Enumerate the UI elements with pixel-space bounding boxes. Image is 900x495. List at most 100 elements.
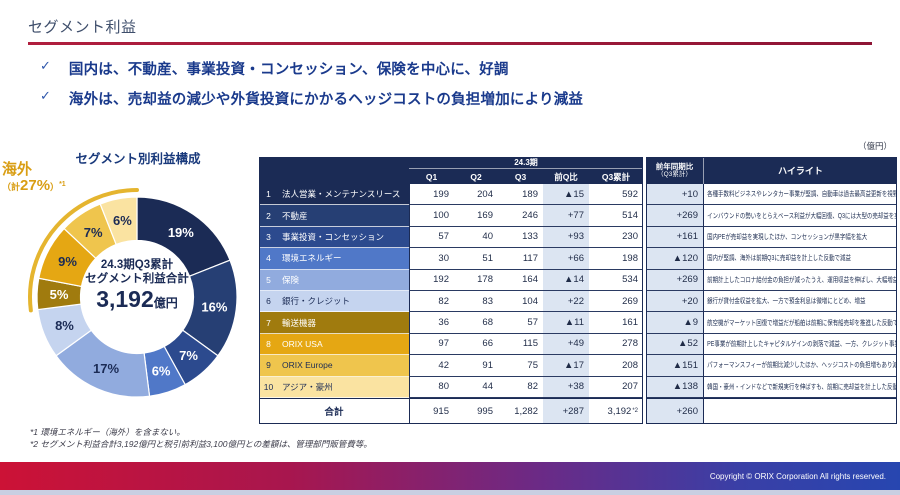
overseas-pct-line: （計27%）*1	[2, 177, 66, 194]
table-header-corner	[259, 157, 409, 184]
cell-q2: 51	[454, 248, 498, 270]
cell-q1: 57	[409, 226, 454, 249]
segment-donut-chart: 19% 16% 7% 6% 17% 8% 5% 9% 7% 6%	[28, 188, 238, 398]
cell-yoy: ▲120	[646, 248, 703, 270]
donut-slice-label: 16%	[201, 299, 227, 314]
cell-q3cum: 514	[589, 205, 643, 227]
table-unit-label: （億円）	[857, 141, 892, 151]
overseas-label: 海外 （計27%）*1	[2, 162, 66, 195]
segment-row-label: ORIX Europe	[278, 355, 409, 377]
cell-q1: 82	[409, 290, 454, 313]
table-header-Q3累計: Q3累計	[589, 169, 643, 184]
cell-q2: 204	[454, 184, 498, 206]
table-header-Q3: Q3	[498, 169, 543, 184]
cell-yoy: +20	[646, 290, 703, 313]
segment-table: 24.3期 Q1 Q2 Q3 前Q比 Q3累計 前年同期比 （Q3累計） ハイライト 1 法人営業・…	[259, 157, 897, 424]
row-number: 7	[259, 312, 278, 334]
donut-slice-label: 17%	[93, 361, 119, 376]
row-number: 3	[259, 226, 278, 249]
cell-yoy: +161	[646, 226, 703, 249]
cell-q3: 75	[498, 355, 543, 377]
cell-q3: 115	[498, 333, 543, 356]
check-icon: ✓	[40, 88, 51, 103]
cell-q2: 91	[454, 355, 498, 377]
overseas-label-text: 海外	[2, 161, 33, 178]
cell-q3cum: 534	[589, 269, 643, 291]
segment-row-label: 不動産	[278, 205, 409, 227]
table-header-period: 24.3期	[409, 157, 643, 169]
cell-q3cum: 161	[589, 312, 643, 334]
cell-q3: 117	[498, 248, 543, 270]
cell-q2: 66	[454, 333, 498, 356]
table-header-highlight: ハイライト	[703, 157, 897, 184]
check-icon: ✓	[40, 58, 51, 73]
row-number: 10	[259, 376, 278, 398]
cell-highlight: インバウンドの勢いをとらえベース利益が大幅回復、Q3には大型の売却益を実現	[703, 205, 897, 227]
donut-slice-10	[99, 196, 138, 246]
table-header-前Q比: 前Q比	[543, 169, 589, 184]
cell-highlight: 銀行が貸付金収益を拡大、一方で預金利息は微増にとどめ、増益	[703, 290, 897, 313]
cell-q3cum: 230	[589, 226, 643, 249]
cell-q2: 40	[454, 226, 498, 249]
cell-highlight: 国内PEが売却益を実現したほか、コンセッションが黒字幅を拡大	[703, 226, 897, 249]
cell-qoq: +66	[543, 248, 589, 270]
segment-row-label: 環境エネルギー	[278, 248, 409, 270]
cell-highlight: 航空機がマーケット回復で増益だが船舶は前期に保有船売却を推進した反動で減益	[703, 312, 897, 334]
cell-q3cum: 278	[589, 333, 643, 356]
row-number: 9	[259, 355, 278, 377]
bullet-domestic: ✓ 国内は、不動産、事業投資・コンセッション、保険を中心に、好調	[40, 58, 509, 79]
cell-q3cum: 592	[589, 184, 643, 206]
cell-highlight: 韓国・豪州・インドなどで新規実行を伸ばすも、前期に売却益を計上した反動で減益	[703, 376, 897, 398]
total-qoq: +287	[543, 397, 589, 424]
cell-q3: 189	[498, 184, 543, 206]
cell-qoq: ▲17	[543, 355, 589, 377]
total-q3cum: 3,192 *2	[589, 397, 643, 424]
bullet-overseas: ✓ 海外は、売却益の減少や外貨投資にかかるヘッジコストの負担増加により減益	[40, 88, 583, 109]
cell-q3: 104	[498, 290, 543, 313]
page-title: セグメント利益	[28, 19, 137, 36]
cell-q1: 42	[409, 355, 454, 377]
table-header-Q2: Q2	[454, 169, 498, 184]
copyright-text: Copyright © ORIX Corporation All rights …	[709, 471, 886, 481]
cell-q3: 82	[498, 376, 543, 398]
row-number: 8	[259, 333, 278, 356]
cell-q2: 44	[454, 376, 498, 398]
donut-slice-label: 7%	[179, 348, 198, 363]
footnote-1: *1 環境エネルギー（海外）を含まない。	[30, 427, 185, 437]
donut-slice-label: 19%	[168, 225, 194, 240]
footer-bar: Copyright © ORIX Corporation All rights …	[0, 462, 900, 490]
cell-qoq: +93	[543, 226, 589, 249]
cell-qoq: +22	[543, 290, 589, 313]
cell-qoq: +38	[543, 376, 589, 398]
cell-q3cum: 208	[589, 355, 643, 377]
cell-q1: 199	[409, 184, 454, 206]
donut-slice-label: 6%	[113, 213, 132, 228]
cell-yoy: +269	[646, 269, 703, 291]
donut-slice-label: 9%	[58, 254, 77, 269]
cell-highlight: 各種手数料ビジネスやレンタカー事業が堅調、自動車は過去最高益更新を視野	[703, 184, 897, 206]
row-number: 5	[259, 269, 278, 291]
cell-yoy: ▲151	[646, 355, 703, 377]
cell-q3: 164	[498, 269, 543, 291]
footnotes: *1 環境エネルギー（海外）を含まない。 *2 セグメント利益合計3,192億円…	[30, 427, 372, 450]
cell-yoy: ▲52	[646, 333, 703, 356]
cell-yoy: +10	[646, 184, 703, 206]
row-number: 6	[259, 290, 278, 313]
cell-highlight: 国内が堅調、海外は前期Q3に売却益を計上した反動で減益	[703, 248, 897, 270]
cell-qoq: +49	[543, 333, 589, 356]
title-underline	[28, 42, 872, 45]
cell-q1: 192	[409, 269, 454, 291]
cell-highlight: パフォーマンスフィーが前期比減少したほか、ヘッジコストの負担増もあり減益	[703, 355, 897, 377]
cell-yoy: ▲138	[646, 376, 703, 398]
row-number: 4	[259, 248, 278, 270]
total-yoy: +260	[646, 397, 703, 424]
segment-row-label: 銀行・クレジット	[278, 290, 409, 313]
donut-chart-title: セグメント別利益構成	[75, 152, 201, 166]
cell-q2: 169	[454, 205, 498, 227]
footer-strip	[0, 490, 900, 495]
segment-row-label: アジア・豪州	[278, 376, 409, 398]
cell-highlight: PE事業が前期計上したキャピタルゲインの剥落で減益、一方、クレジット事業は堅調	[703, 333, 897, 356]
cell-q3: 57	[498, 312, 543, 334]
cell-yoy: +269	[646, 205, 703, 227]
